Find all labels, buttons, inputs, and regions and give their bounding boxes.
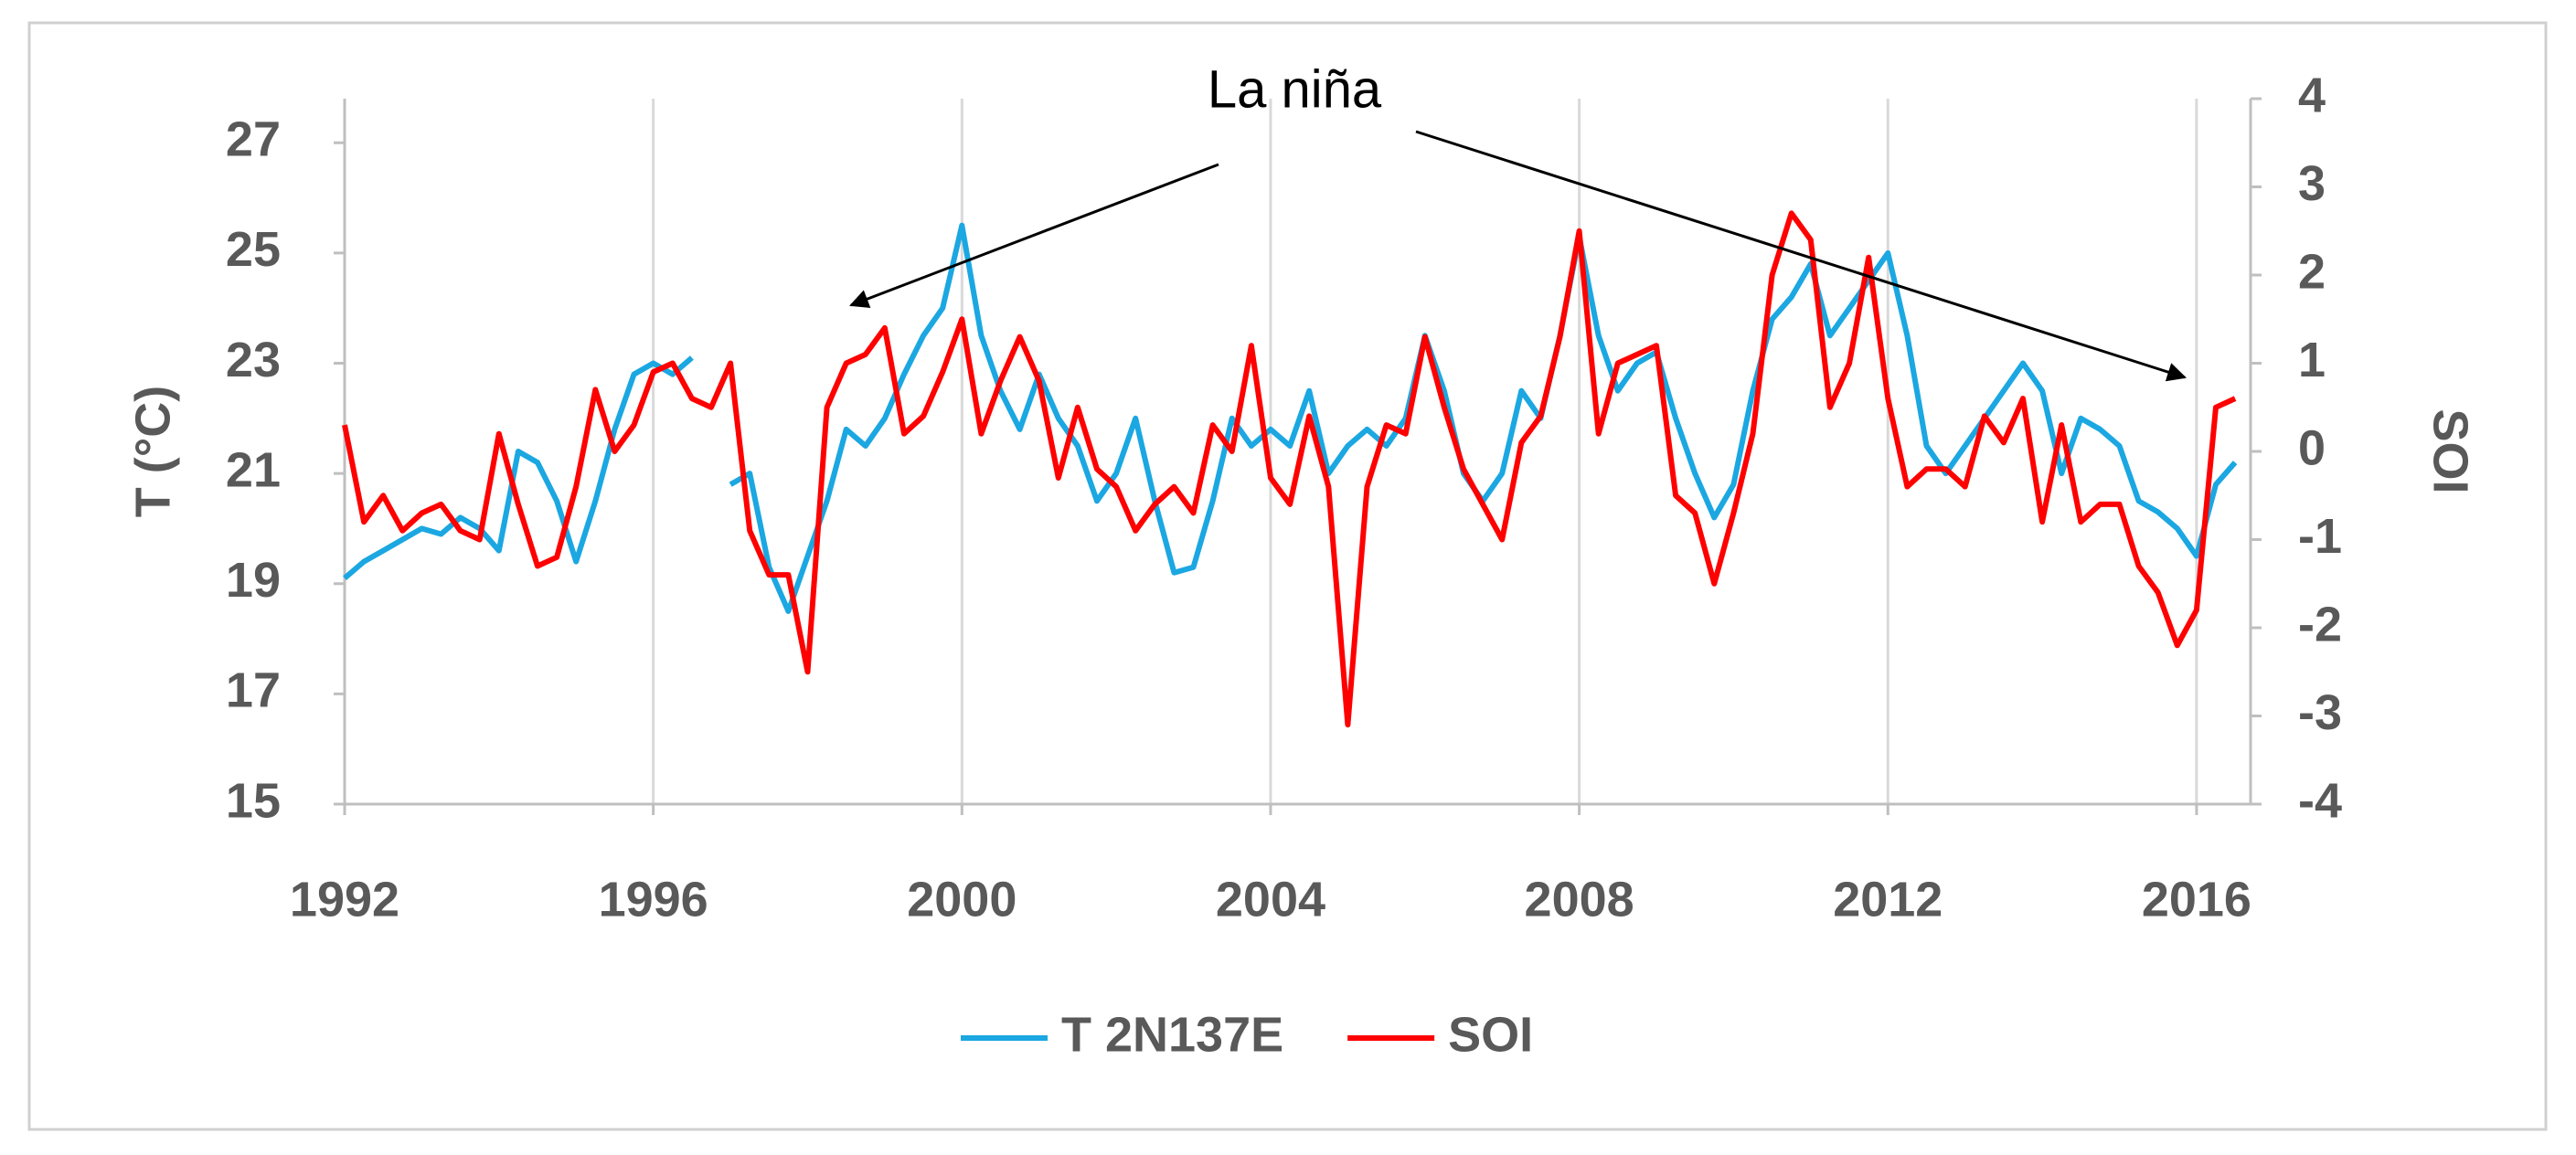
series-line [342,210,2237,728]
legend-label: SOI [1448,1007,1533,1062]
x-tick-label: 2000 [907,872,1017,927]
y2-tick-label: -4 [2298,773,2342,828]
y-tick-label: 25 [226,222,281,277]
y2-tick-label: -1 [2298,509,2342,564]
annotation: La niña [1208,59,1382,119]
chart-border [27,21,2548,1131]
y2-tick-label: 0 [2298,420,2326,475]
x-tick-label: 2012 [1833,872,1943,927]
y-tick-label: 19 [226,553,281,608]
y2-tick-label: -3 [2298,685,2342,740]
legend-label: T 2N137E [1061,1007,1283,1062]
annotation-arrow [1415,130,2187,382]
y-tick-label: 17 [226,663,281,718]
y2-tick-label: 3 [2298,156,2326,211]
y2-tick-label: -2 [2298,597,2342,652]
y2-tick-label: 2 [2298,244,2326,299]
x-tick-label: 1996 [599,872,708,927]
y-tick-label: 23 [226,333,281,387]
x-tick-label: 1992 [290,872,399,927]
y2-tick-label: 4 [2298,68,2326,122]
x-tick-label: 2008 [1525,872,1634,927]
x-tick-label: 2004 [1216,872,1325,927]
x-tick-label: 2016 [2142,872,2251,927]
y-axis-title: T (°C) [125,386,180,518]
y-tick-label: 21 [226,442,281,497]
y-tick-label: 15 [226,773,281,828]
y-tick-label: 27 [226,112,281,167]
y2-axis-title: SOI [2423,408,2478,493]
annotation-arrow [849,163,1219,309]
plot-area: 1992 1996 2000 2004 2008 2012 2016151719212325… [226,68,2342,927]
y2-tick-label: 1 [2298,333,2326,387]
